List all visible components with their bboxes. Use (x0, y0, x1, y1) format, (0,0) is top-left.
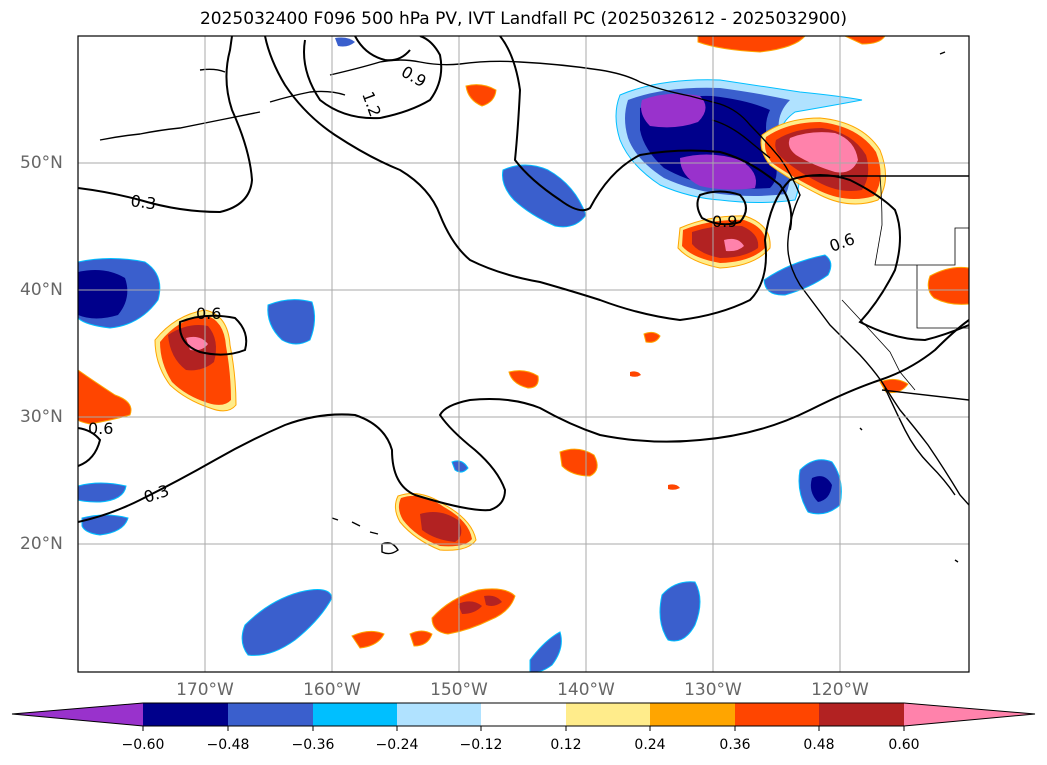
contour-label-0-3-north: 0.3 (129, 191, 157, 213)
lon-label-170w: 170°W (176, 680, 234, 700)
colorbar-extend-right (904, 703, 1035, 726)
lat-label-40n: 40°N (20, 280, 63, 300)
colorbar-tick-label: 0.48 (803, 737, 835, 753)
colorbar-tick-label: −0.12 (459, 737, 503, 753)
map-frame (77, 35, 970, 673)
lon-label-130w: 130°W (684, 680, 742, 700)
coastlines (99, 51, 969, 563)
colorbar-segment (650, 703, 735, 726)
colorbar-segment (566, 703, 650, 726)
colorbar-tick-label: 0.24 (634, 737, 666, 753)
lon-label-140w: 140°W (557, 680, 615, 700)
map-area: 0.3 0.3 0.6 0.6 0.6 0.9 0.9 1.2 (78, 36, 969, 672)
lat-label-20n: 20°N (20, 534, 63, 554)
colorbar-tick-label: 0.36 (719, 737, 751, 753)
colorbar-segment (481, 703, 566, 726)
lat-label-30n: 30°N (20, 407, 63, 427)
colorbar-tick-label: −0.36 (291, 737, 335, 753)
colorbar-tick-label: −0.48 (206, 737, 250, 753)
colorbar-tick-label: −0.24 (375, 737, 419, 753)
lon-label-150w: 150°W (430, 680, 488, 700)
colorbar-extend-left (12, 703, 143, 726)
colorbar-segment (397, 703, 481, 726)
gridlines (78, 36, 969, 672)
contour-label-0-9-east: 0.9 (712, 212, 737, 231)
colorbar-segment (228, 703, 313, 726)
colorbar-tick-label: 0.60 (888, 737, 920, 753)
contour-label-0-6-west: 0.6 (196, 304, 221, 323)
pv-contours (78, 36, 969, 523)
contour-label-0-6-edge: 0.6 (88, 419, 113, 438)
lon-label-120w: 120°W (811, 680, 869, 700)
colorbar-segment (735, 703, 819, 726)
colorbar (11, 702, 1036, 731)
figure-title: 2025032400 F096 500 hPa PV, IVT Landfall… (199, 9, 847, 29)
colorbar-segment (819, 703, 904, 726)
colorbar-tick-label: 0.12 (550, 737, 582, 753)
lat-label-50n: 50°N (20, 153, 63, 173)
colorbar-tick-label: −0.60 (121, 737, 165, 753)
colorbar-segment (143, 703, 228, 726)
colorbar-segment (313, 703, 397, 726)
lon-label-160w: 160°W (303, 680, 361, 700)
